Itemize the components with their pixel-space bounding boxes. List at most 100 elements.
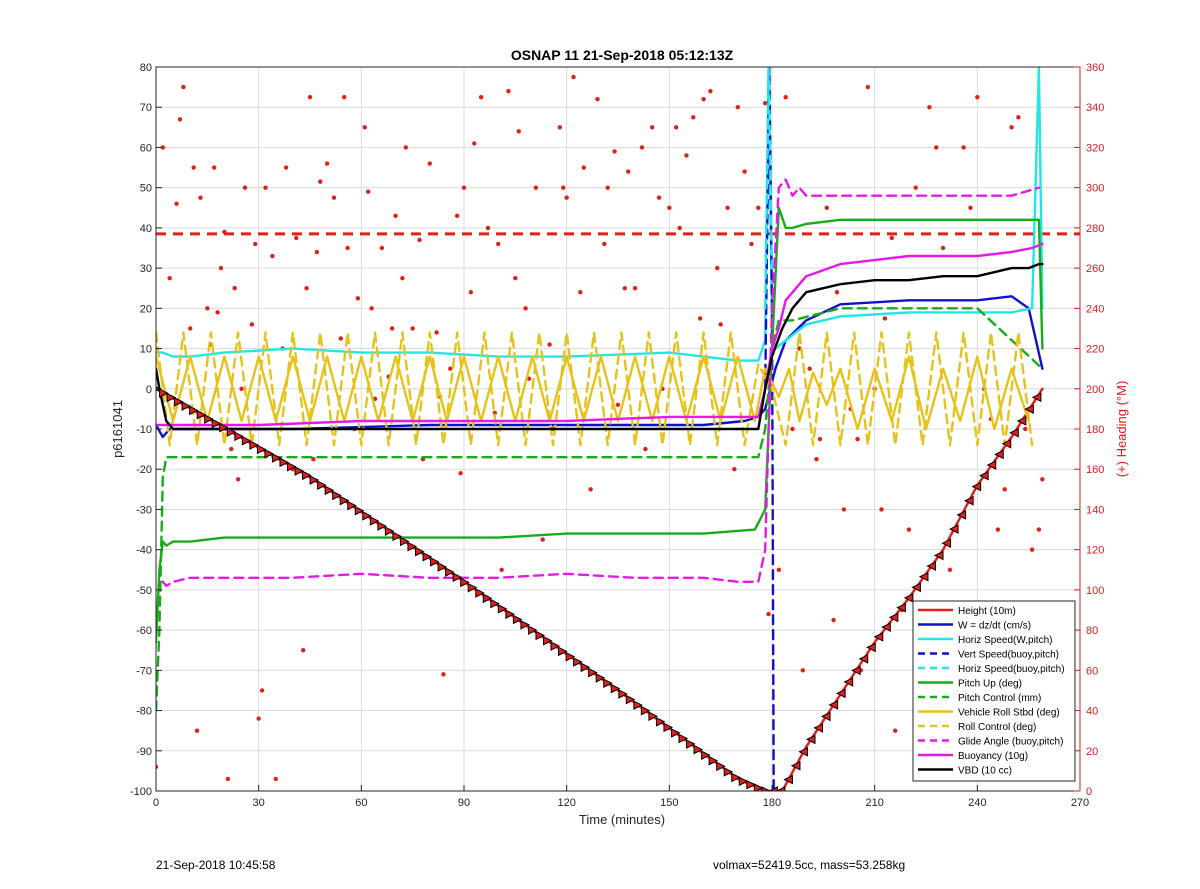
y2-tick-label: 120	[1086, 545, 1104, 557]
y2-tick-label: 180	[1086, 424, 1104, 436]
height-marker	[678, 733, 689, 744]
y-tick-label: -40	[136, 545, 152, 557]
height-marker	[1016, 416, 1027, 426]
height-marker	[1031, 392, 1042, 403]
legend-label: Roll Control (deg)	[958, 722, 1036, 733]
height-marker	[354, 505, 365, 516]
height-marker	[181, 401, 192, 411]
x-axis-label: Time (minutes)	[579, 812, 665, 827]
height-marker	[482, 593, 493, 604]
heading-point	[889, 235, 894, 241]
y2-tick-label: 340	[1086, 102, 1104, 114]
x-tick-label: 120	[557, 797, 575, 809]
x-tick-label: 90	[458, 797, 470, 809]
height-marker	[174, 396, 184, 407]
heading-point	[232, 286, 237, 291]
heading-point	[160, 145, 166, 150]
height-marker	[204, 414, 214, 424]
height-markers	[156, 386, 1042, 791]
legend-box	[912, 600, 1076, 782]
height-marker	[798, 747, 808, 757]
height-marker	[768, 786, 778, 791]
height-marker	[731, 772, 741, 783]
height-marker	[753, 783, 764, 791]
heading-point	[1036, 527, 1042, 532]
heading-point	[283, 165, 289, 170]
heading-point	[968, 205, 973, 210]
heading-point	[817, 436, 823, 442]
x-tick-label: 60	[355, 797, 367, 809]
height-marker	[196, 409, 207, 420]
y2-tick-label: 100	[1086, 585, 1104, 597]
heading-point	[256, 716, 261, 721]
heading-point	[331, 195, 337, 200]
heading-point	[259, 688, 265, 693]
heading-point	[626, 169, 631, 174]
heading-point	[458, 471, 463, 476]
height-marker	[460, 577, 470, 588]
height-marker	[918, 571, 929, 582]
heading-point	[218, 265, 224, 271]
heading-point	[605, 185, 610, 190]
height-marker	[475, 588, 485, 598]
x-axis: 0 30 60 90 120 150 180 210 240 270	[153, 785, 1089, 809]
heading-point	[355, 296, 361, 301]
legend-label: W = dz/dt (cm/s)	[958, 621, 1031, 632]
heading-point	[578, 290, 583, 295]
heading-point	[762, 101, 768, 106]
y-axis-label: p6161041	[110, 400, 125, 458]
heading-point	[879, 507, 884, 512]
heading-point	[427, 161, 432, 166]
x-tick-label: 150	[660, 797, 678, 809]
height-marker	[866, 642, 876, 653]
heading-point	[513, 275, 518, 281]
heading-point	[1040, 477, 1045, 482]
heading-point	[253, 241, 258, 247]
y-tick-label: -30	[136, 504, 152, 516]
height-marker	[610, 683, 621, 694]
y-tick-label: 60	[140, 142, 152, 154]
heading-point	[239, 386, 244, 391]
y2-tick-label: 220	[1086, 344, 1104, 356]
y-tick-label: 50	[140, 183, 152, 195]
height-marker	[618, 689, 628, 699]
x-tick-label: 240	[968, 797, 986, 809]
height-marker	[851, 665, 861, 676]
height-marker	[392, 531, 403, 542]
heading-point	[191, 165, 196, 170]
heading-point	[379, 245, 385, 251]
height-marker	[347, 500, 357, 511]
heading-point	[1016, 115, 1021, 120]
height-marker	[211, 418, 222, 429]
heading-point	[454, 213, 460, 219]
height-marker	[573, 657, 583, 667]
height-marker	[527, 625, 538, 635]
y-tick-label: -10	[136, 424, 152, 436]
heading-point	[673, 125, 679, 130]
heading-point	[307, 94, 313, 100]
heading-point	[365, 189, 371, 194]
height-marker	[843, 677, 854, 687]
height-marker	[813, 723, 824, 733]
height-marker	[828, 700, 839, 710]
heading-point	[235, 477, 241, 482]
height-marker	[986, 460, 997, 470]
heading-point	[742, 169, 747, 174]
x-tick-label: 0	[153, 797, 159, 809]
height-marker	[1024, 404, 1034, 414]
heading-point	[318, 179, 323, 184]
heading-point	[927, 105, 932, 110]
height-marker	[956, 510, 967, 520]
heading-point	[800, 668, 805, 673]
heading-point	[273, 776, 278, 782]
height-marker	[558, 646, 568, 657]
height-marker	[234, 431, 244, 442]
height-marker	[896, 602, 906, 613]
height-marker	[994, 449, 1004, 460]
heading-point	[749, 241, 754, 247]
heading-point	[417, 237, 422, 243]
height-marker	[294, 466, 305, 476]
height-marker	[964, 495, 974, 506]
height-marker	[166, 392, 177, 403]
